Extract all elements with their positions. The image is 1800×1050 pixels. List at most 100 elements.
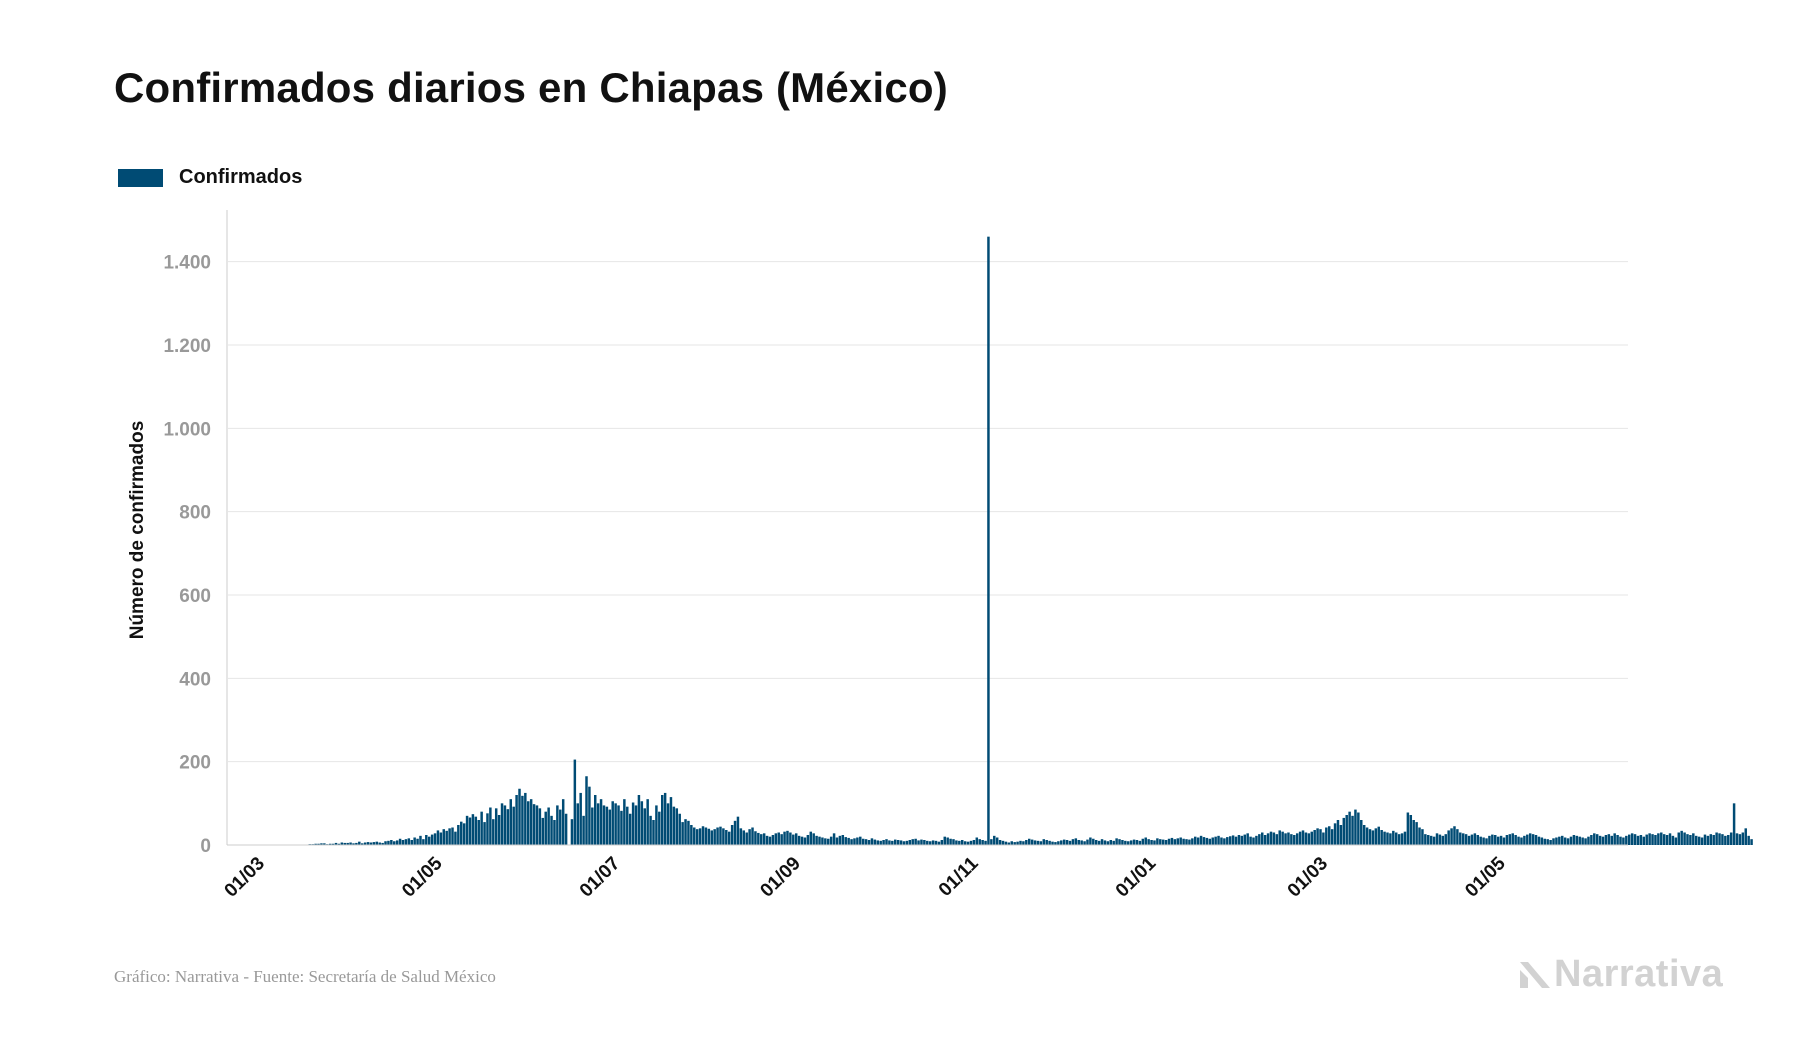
bar [841, 835, 845, 845]
y-tick-label: 1.400 [163, 253, 211, 274]
bar [1639, 835, 1643, 845]
bar [794, 833, 798, 845]
bar [643, 808, 646, 845]
bar [1593, 833, 1596, 845]
bar [655, 805, 658, 845]
bar [1010, 841, 1013, 845]
bar [1013, 842, 1016, 845]
bar [1467, 835, 1471, 845]
bar [1371, 830, 1375, 845]
bar [1543, 838, 1547, 845]
bar [1112, 840, 1115, 845]
bar [1491, 834, 1494, 845]
y-tick-label: 600 [179, 586, 211, 607]
bar [1077, 840, 1080, 845]
bar [1266, 833, 1270, 845]
bar [1027, 838, 1031, 845]
x-tick-label: 01/09 [756, 853, 804, 901]
bar [1654, 835, 1657, 845]
bar [532, 804, 536, 845]
bar [1424, 834, 1427, 845]
bar [1735, 833, 1739, 845]
bar [1001, 840, 1005, 845]
bar [678, 813, 681, 845]
bar [707, 828, 711, 845]
bar [960, 840, 964, 845]
bar [1307, 833, 1311, 845]
bar [497, 815, 501, 845]
bar [1485, 838, 1488, 845]
bar [1435, 833, 1439, 845]
legend-swatch-confirmados [118, 168, 163, 187]
bar [658, 811, 661, 845]
x-tick-label: 01/03 [221, 853, 269, 901]
bar [1156, 838, 1159, 845]
bar [1255, 835, 1258, 845]
bar [675, 808, 679, 845]
bar [754, 831, 757, 845]
bar [896, 840, 900, 845]
bar [1680, 830, 1683, 845]
bar [984, 840, 987, 845]
bar [1706, 835, 1710, 845]
bar [1418, 827, 1421, 845]
bar [736, 816, 740, 845]
bar [832, 833, 836, 845]
bar [602, 805, 606, 845]
bar [1211, 837, 1214, 845]
bar [1226, 837, 1229, 845]
bar [1744, 828, 1747, 845]
bar [1033, 840, 1037, 845]
bar [1610, 835, 1613, 845]
bar [471, 814, 475, 845]
bar [719, 826, 722, 845]
bar [550, 815, 553, 845]
bar [360, 843, 364, 845]
bar [1741, 832, 1745, 845]
bar [503, 805, 507, 845]
bar [792, 834, 795, 845]
bar [1575, 835, 1579, 845]
bar [972, 840, 976, 845]
bar [628, 813, 632, 845]
bar [1368, 829, 1372, 845]
bar [1552, 838, 1555, 845]
bar [401, 840, 405, 845]
bar [521, 795, 524, 845]
bar [334, 842, 338, 845]
bar [1622, 837, 1625, 845]
bar [949, 838, 952, 845]
bar [634, 805, 638, 845]
bar [1159, 839, 1162, 845]
bar [1619, 836, 1622, 845]
bar [1537, 836, 1541, 845]
bar [1042, 839, 1046, 845]
bar [1406, 812, 1410, 845]
bar [1494, 835, 1497, 845]
bar [1173, 839, 1177, 845]
bar [524, 792, 527, 845]
y-tick-label: 0 [200, 836, 211, 857]
bar [436, 830, 440, 845]
bar [454, 831, 457, 845]
bar [1747, 835, 1750, 845]
bar [1456, 829, 1459, 845]
bar [393, 841, 396, 845]
bar [1633, 834, 1637, 845]
bar [323, 843, 326, 845]
bar [1724, 835, 1727, 845]
bar [640, 801, 644, 845]
bar [693, 827, 696, 845]
bar [486, 813, 489, 845]
bar [797, 835, 801, 845]
bar [1508, 834, 1512, 845]
bar [1598, 835, 1602, 845]
bar [789, 832, 792, 845]
bar [1689, 835, 1692, 845]
bar [1447, 830, 1450, 845]
bar [1287, 832, 1290, 845]
bar [1453, 826, 1456, 845]
bar [1208, 838, 1212, 845]
bar [378, 842, 381, 845]
bar [1660, 832, 1663, 845]
